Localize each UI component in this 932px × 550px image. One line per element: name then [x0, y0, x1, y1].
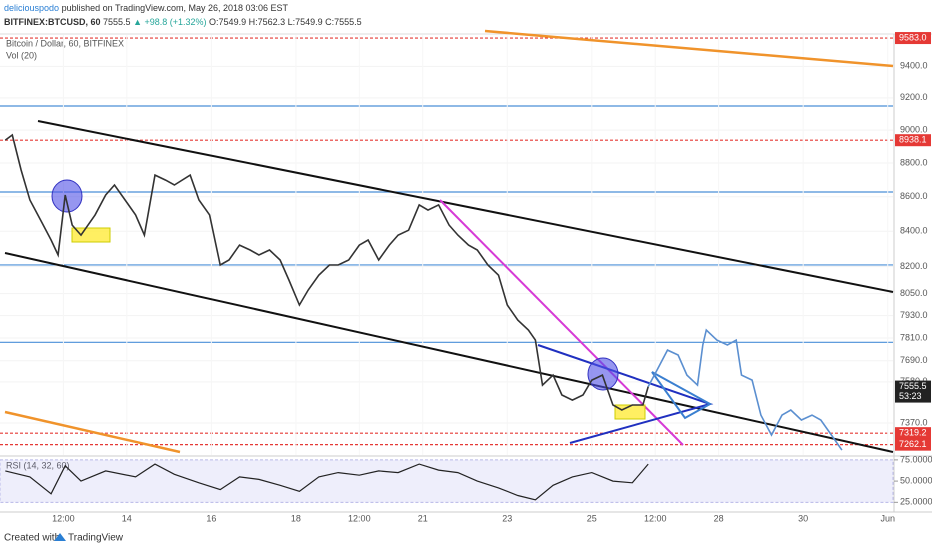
- y-tick-label: 8050.0: [900, 288, 928, 298]
- trendline: [4, 410, 181, 454]
- ohlc: O:7549.9 H:7562.3 L:7549.9 C:7555.5: [209, 17, 362, 27]
- footer-created: Created with: [4, 533, 60, 544]
- last-price-box: [895, 380, 931, 403]
- published: published on TradingView.com, May 26, 20…: [61, 3, 289, 13]
- y-tick-label: 9400.0: [900, 61, 928, 71]
- alert-label: 9583.0: [899, 32, 927, 42]
- last-price-label: 7555.5: [899, 381, 927, 391]
- highlight: [51, 179, 83, 213]
- alert-label-box: [895, 427, 931, 440]
- drawings: [4, 29, 894, 454]
- y-tick-label: 8800.0: [900, 157, 928, 167]
- alert-label: 7262.1: [899, 439, 927, 449]
- trendline: [37, 120, 894, 293]
- y-tick-label: 8200.0: [900, 261, 928, 271]
- y-tick-label: 7810.0: [900, 332, 928, 342]
- chart-title: Bitcoin / Dollar, 60, BITFINEX: [6, 38, 124, 48]
- alert-label: 7319.2: [899, 428, 927, 438]
- logo: [54, 533, 66, 541]
- rsi-label: RSI (14, 32, 60): [6, 460, 70, 470]
- x-tick-label: 21: [418, 513, 428, 523]
- highlight-box: [71, 227, 111, 243]
- y-tick-label: 8400.0: [900, 226, 928, 236]
- y-tick-label: 7930.0: [900, 310, 928, 320]
- x-tick-label: 28: [714, 513, 724, 523]
- rsi-line: [5, 463, 649, 501]
- x-tick-label: 12:00: [52, 513, 75, 523]
- countdown: 53:23: [899, 391, 922, 401]
- x-tick-label: 25: [587, 513, 597, 523]
- rsi-tick-label: 75.0000: [900, 454, 932, 464]
- alert-label-box: [895, 438, 931, 451]
- x-tick-label: 23: [502, 513, 512, 523]
- alert-label: 8938.1: [899, 135, 927, 145]
- rsi-band: [0, 459, 894, 503]
- price-line: [4, 133, 649, 411]
- y-tick-label: 7690.0: [900, 355, 928, 365]
- y-tick-label: 7370.0: [900, 417, 928, 427]
- triangle: [537, 344, 714, 444]
- y-tick-label: 8600.0: [900, 191, 928, 201]
- alert-label-box: [895, 32, 931, 45]
- x-tick-label: 12:00: [348, 513, 371, 523]
- symbol: BITFINEX:BTCUSD, 60: [4, 17, 101, 27]
- last: 7555.5: [103, 17, 131, 27]
- rsi-tick-label: 50.0000: [900, 475, 932, 485]
- indicator-label: Vol (20): [6, 50, 37, 60]
- triangle: [651, 371, 713, 420]
- alert-label-box: [895, 134, 931, 147]
- x-tick-label: 30: [798, 513, 808, 523]
- highlight-box: [614, 404, 646, 420]
- y-tick-label: 9000.0: [900, 124, 928, 134]
- author[interactable]: deliciouspodo: [4, 3, 60, 13]
- x-tick-label: 18: [291, 513, 301, 523]
- y-tick-label: 9200.0: [900, 92, 928, 102]
- highlight: [587, 357, 619, 391]
- change: ▲ +98.8 (+1.32%): [133, 17, 207, 27]
- x-tick-label: 14: [122, 513, 132, 523]
- y-tick-label: 7580.0: [900, 376, 928, 386]
- trendline: [484, 29, 894, 68]
- rsi-tick-label: 25.0000: [900, 497, 932, 507]
- x-tick-label: 12:00: [644, 513, 667, 523]
- trendline: [439, 199, 684, 446]
- footer-brand[interactable]: TradingView: [68, 533, 124, 544]
- price-line: [647, 328, 843, 451]
- trendline: [4, 252, 894, 453]
- x-tick-label: 16: [206, 513, 216, 523]
- x-tick-label: Jun: [880, 513, 895, 523]
- grid: [0, 35, 893, 455]
- symbol-line: BITFINEX:BTCUSD, 60 7555.5 ▲ +98.8 (+1.3…: [4, 17, 362, 27]
- header-line: deliciouspodo published on TradingView.c…: [4, 3, 288, 13]
